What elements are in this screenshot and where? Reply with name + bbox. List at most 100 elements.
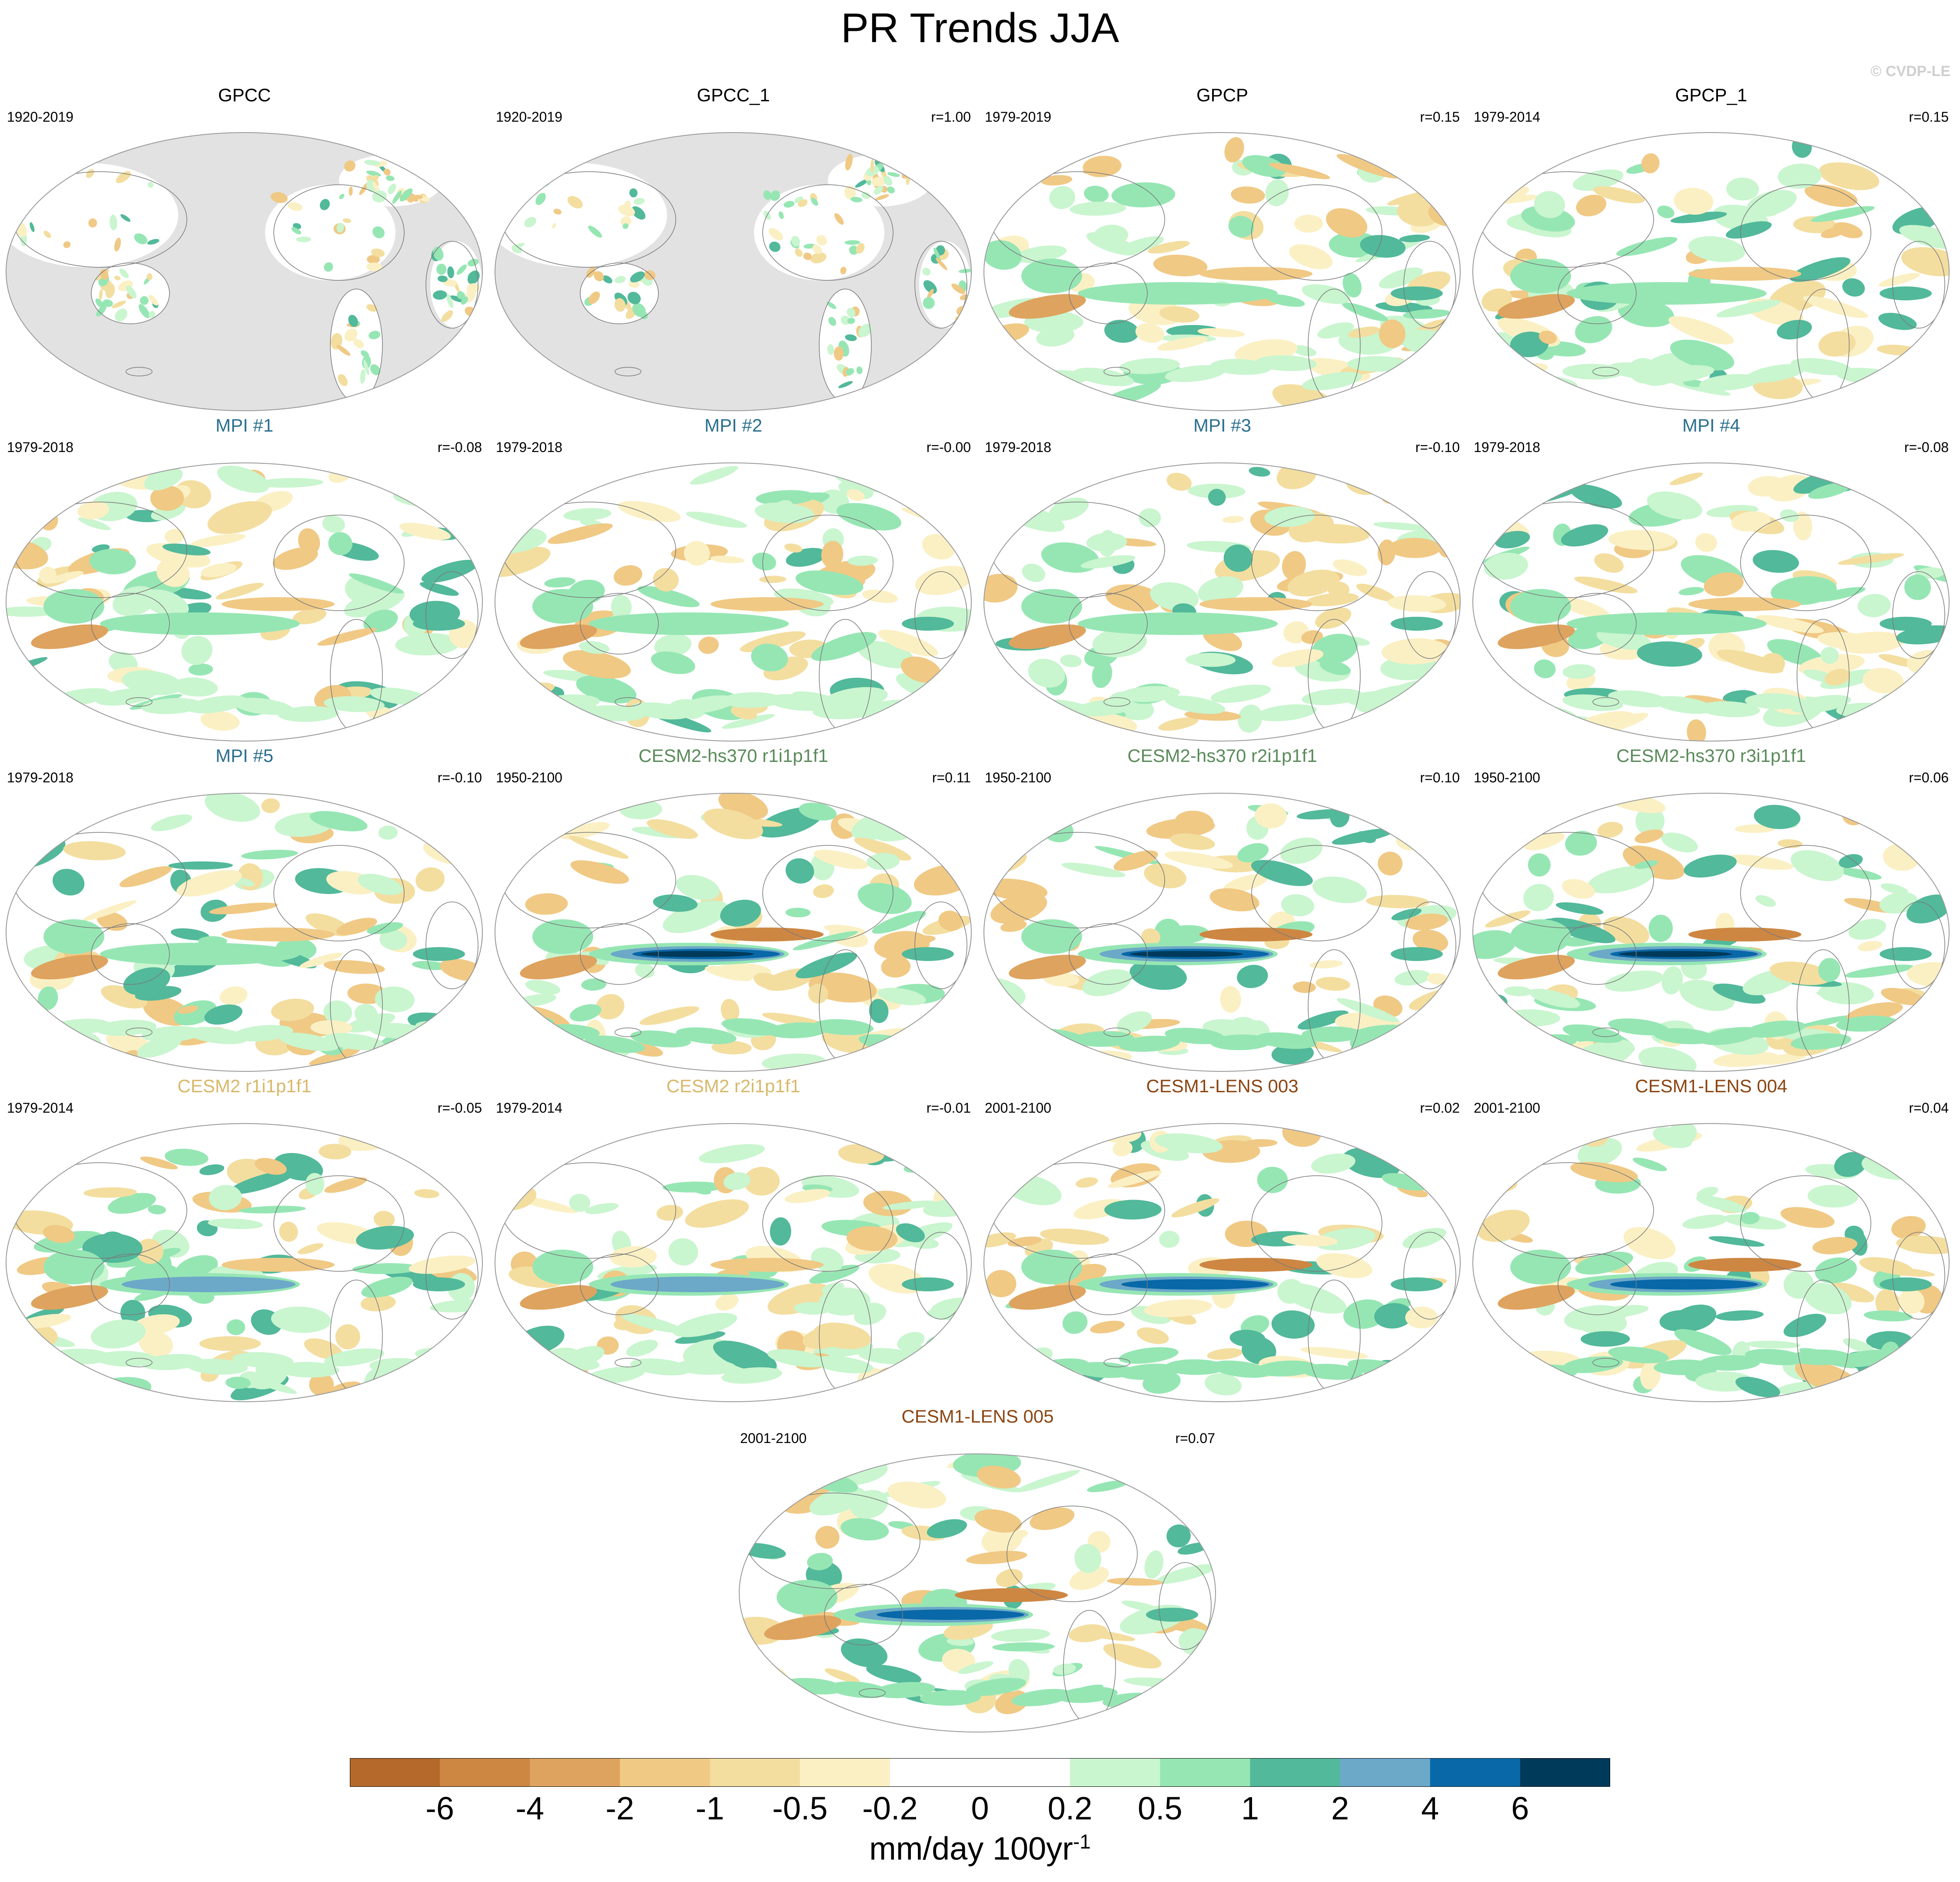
trend-blob — [371, 248, 385, 257]
trend-blob — [1756, 615, 1824, 633]
coastline — [1740, 1175, 1871, 1272]
trend-blob — [770, 1217, 791, 1246]
colorbar-swatch — [980, 1758, 1070, 1787]
map-border — [6, 793, 483, 1072]
trend-blob — [966, 1678, 1027, 1696]
colorbar — [350, 1758, 1610, 1787]
coastline — [91, 923, 170, 985]
trend-blob — [1069, 1566, 1109, 1590]
trend-blob — [30, 222, 35, 232]
trend-blob — [1879, 273, 1920, 287]
copyright-label: © CVDP-LE — [1870, 63, 1950, 80]
trend-blob — [39, 566, 57, 584]
trend-blob — [1146, 1608, 1198, 1622]
trend-blob — [815, 1526, 840, 1549]
trend-blob — [442, 1152, 470, 1164]
trend-blob — [1777, 163, 1822, 189]
trend-blob — [1534, 191, 1565, 218]
trend-blob — [532, 919, 593, 954]
trend-blob — [63, 841, 126, 861]
trend-blob — [767, 694, 828, 711]
trend-blob — [148, 1205, 166, 1214]
trend-blob — [1587, 866, 1654, 894]
trend-blob — [528, 1382, 577, 1399]
trend-blob — [1062, 1311, 1088, 1334]
trend-blob — [1159, 306, 1199, 323]
panel-title: MPI #4 — [1682, 415, 1741, 436]
trend-blob — [768, 228, 783, 240]
trend-blob — [870, 159, 874, 173]
trend-blob — [1482, 1131, 1502, 1148]
colorbar-swatch — [1160, 1758, 1250, 1787]
trend-blob — [1741, 1212, 1760, 1224]
trend-blob — [1306, 592, 1359, 607]
trend-blob — [846, 368, 854, 376]
trend-blob — [1745, 364, 1806, 383]
trend-blob — [353, 339, 364, 349]
trend-blob — [6, 1360, 65, 1377]
map-border — [6, 1123, 483, 1402]
trend-blob — [1426, 973, 1449, 985]
trend-blob — [187, 695, 248, 714]
coastline — [580, 1254, 659, 1315]
trend-blob — [747, 1473, 813, 1496]
trend-blob — [146, 273, 153, 280]
trend-blob — [560, 822, 610, 840]
trend-blob — [1416, 1172, 1460, 1185]
robinson-map — [6, 1123, 483, 1402]
trend-blob — [1171, 1198, 1219, 1217]
trend-blob — [1699, 374, 1760, 391]
trend-blob — [1117, 236, 1164, 255]
trend-blob — [721, 1367, 782, 1384]
trend-blob — [216, 582, 264, 600]
trend-blob — [1090, 1320, 1125, 1333]
trend-blob — [83, 900, 137, 921]
trend-blob — [122, 1277, 296, 1292]
trend-blob — [1866, 1331, 1913, 1350]
trend-blob — [406, 158, 421, 170]
coastline — [1251, 184, 1382, 281]
map-panel: CESM1-LENS 004 2001-2100 r=0.04 — [1467, 1076, 1956, 1406]
coastline — [91, 1254, 170, 1315]
trend-blob — [1113, 850, 1158, 871]
trend-blob — [731, 705, 757, 720]
trend-blob — [1373, 1052, 1401, 1071]
trend-blob — [929, 692, 971, 708]
trend-blob — [52, 868, 85, 896]
trend-blob — [108, 1193, 156, 1214]
trend-blob — [150, 485, 184, 511]
trend-blob — [1791, 695, 1851, 713]
trend-blob — [6, 1022, 46, 1053]
map-border — [1472, 462, 1950, 741]
trend-blob — [1073, 1031, 1134, 1047]
panel-years: 1950-2100 — [496, 770, 563, 785]
trend-blob — [1510, 1250, 1571, 1284]
trend-blob — [1837, 868, 1882, 880]
trend-blob — [419, 582, 459, 596]
trend-blob — [181, 636, 213, 665]
trend-blob — [1907, 962, 1949, 987]
trend-blob — [1294, 214, 1323, 233]
trend-blob — [1682, 1214, 1728, 1229]
trend-blob — [814, 849, 868, 869]
trend-blob — [415, 867, 445, 892]
trend-blob — [1302, 284, 1351, 304]
trend-blob — [588, 226, 602, 238]
trend-blob — [1473, 1031, 1517, 1052]
trend-blob — [360, 1294, 396, 1312]
trend-blob — [870, 805, 921, 821]
panel-correlation: r=-0.08 — [1904, 439, 1949, 455]
trend-blob — [1561, 524, 1608, 547]
coastline — [1740, 845, 1871, 941]
trend-blob — [878, 810, 922, 825]
trend-blob — [1818, 958, 1840, 982]
trend-blob — [82, 1233, 143, 1263]
trend-blob — [278, 1362, 339, 1378]
trend-blob — [1473, 930, 1516, 959]
trend-blob — [1326, 208, 1368, 238]
panel-title: CESM2-hs370 r2i1p1f1 — [1127, 745, 1317, 766]
trend-blob — [685, 1199, 749, 1228]
trend-blob — [173, 677, 218, 697]
trend-blob — [803, 253, 812, 260]
robinson-map — [495, 462, 972, 741]
